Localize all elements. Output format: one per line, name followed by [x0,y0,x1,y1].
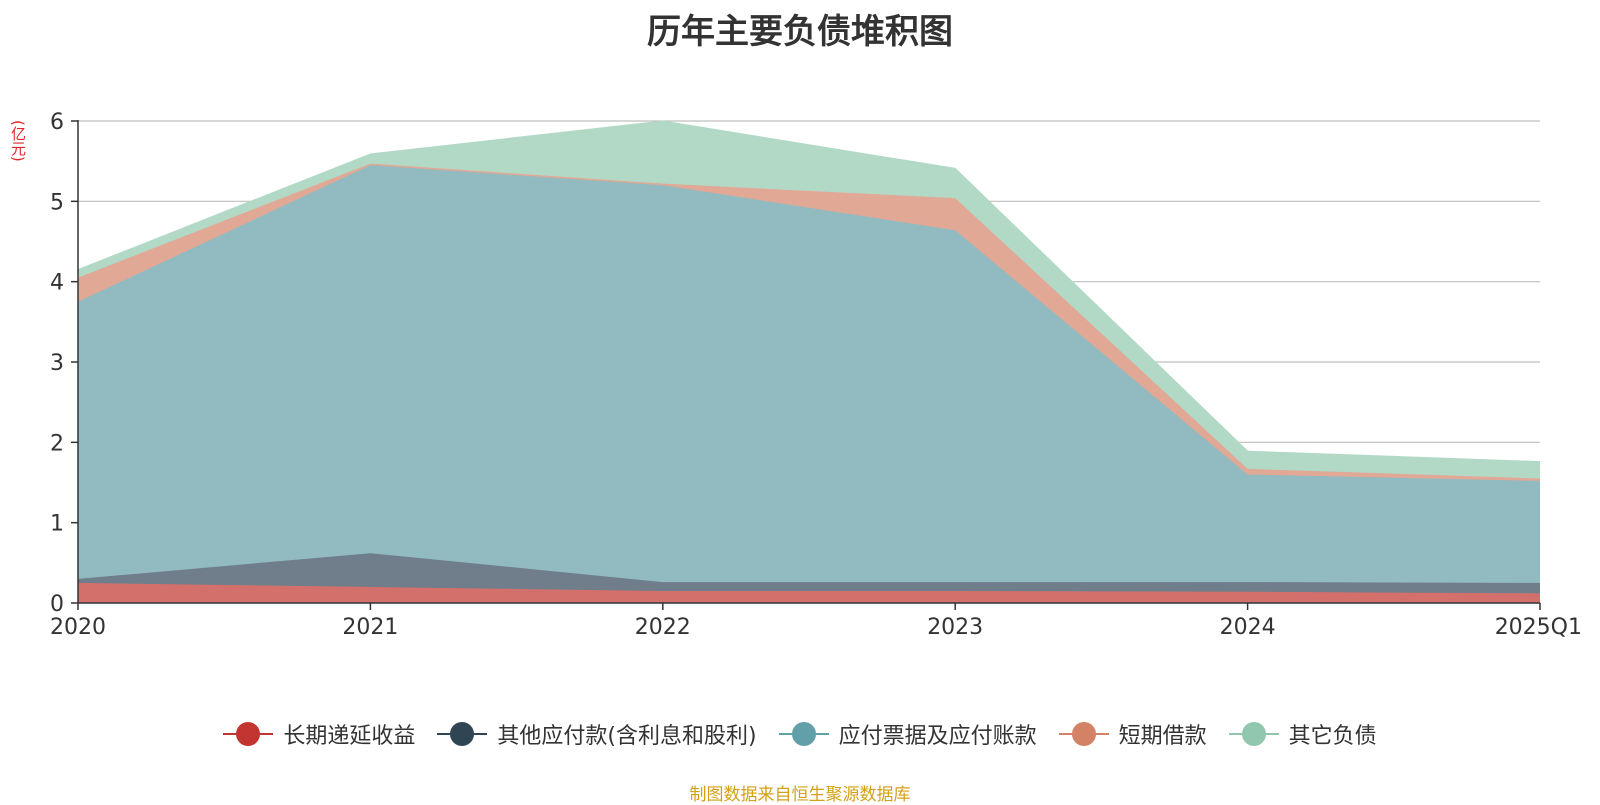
chart-title: 历年主要负债堆积图 [647,12,953,52]
y-axis-unit-label: (亿元) [9,120,27,162]
y-tick-label: 5 [50,190,64,215]
x-tick-label: 2025Q1 [1495,615,1582,640]
legend-label: 长期递延收益 [283,724,416,749]
legend-item-3[interactable]: 应付票据及应付账款 [778,718,1037,750]
legend-label: 短期借款 [1118,724,1207,749]
y-tick-label: 4 [50,271,64,296]
area-series-2 [78,553,1540,594]
y-tick-label: 1 [50,512,64,537]
area-series-1 [78,582,1540,603]
stacked-area-chart: 0 1 2 3 4 5 6 2020 2021 2022 2023 2024 2025Q1 [50,110,1582,640]
area-series-5 [78,121,1540,479]
x-tick-label: 2023 [927,615,983,640]
legend-item-4[interactable]: 短期借款 [1058,718,1207,750]
legend-item-5[interactable]: 其它负债 [1228,718,1377,750]
legend-label: 其它负债 [1288,724,1377,749]
area-series [77,120,1541,603]
axes: 0 1 2 3 4 5 6 2020 2021 2022 2023 2024 2025Q1 [50,110,1582,640]
legend-item-2[interactable]: 其他应付款(含利息和股利) [437,718,757,750]
legend-marker-icon [223,722,274,746]
legend-label: 其他应付款(含利息和股利) [497,724,757,749]
source-note: 制图数据来自恒生聚源数据库 [689,785,911,805]
legend-marker-icon [1058,722,1109,746]
area-series-3 [78,165,1540,583]
y-tick-label: 0 [50,592,64,617]
legend-marker-icon [1228,722,1279,746]
y-tick-label: 2 [50,431,64,456]
x-tick-label: 2022 [635,615,691,640]
area-edge-5 [77,120,1541,463]
legend-label: 应付票据及应付账款 [838,724,1037,749]
x-tick-label: 2021 [342,615,398,640]
y-tick-label: 3 [50,351,64,376]
legend-marker-icon [437,722,488,746]
legend: 长期递延收益 其他应付款(含利息和股利) 应付票据及应付账款 短期借款 其它负债 [0,718,1600,750]
legend-marker-icon [778,722,829,746]
legend-item-1[interactable]: 长期递延收益 [223,718,415,750]
x-tick-label: 2024 [1220,615,1276,640]
x-tick-label: 2020 [50,615,106,640]
y-tick-label: 6 [50,110,64,135]
